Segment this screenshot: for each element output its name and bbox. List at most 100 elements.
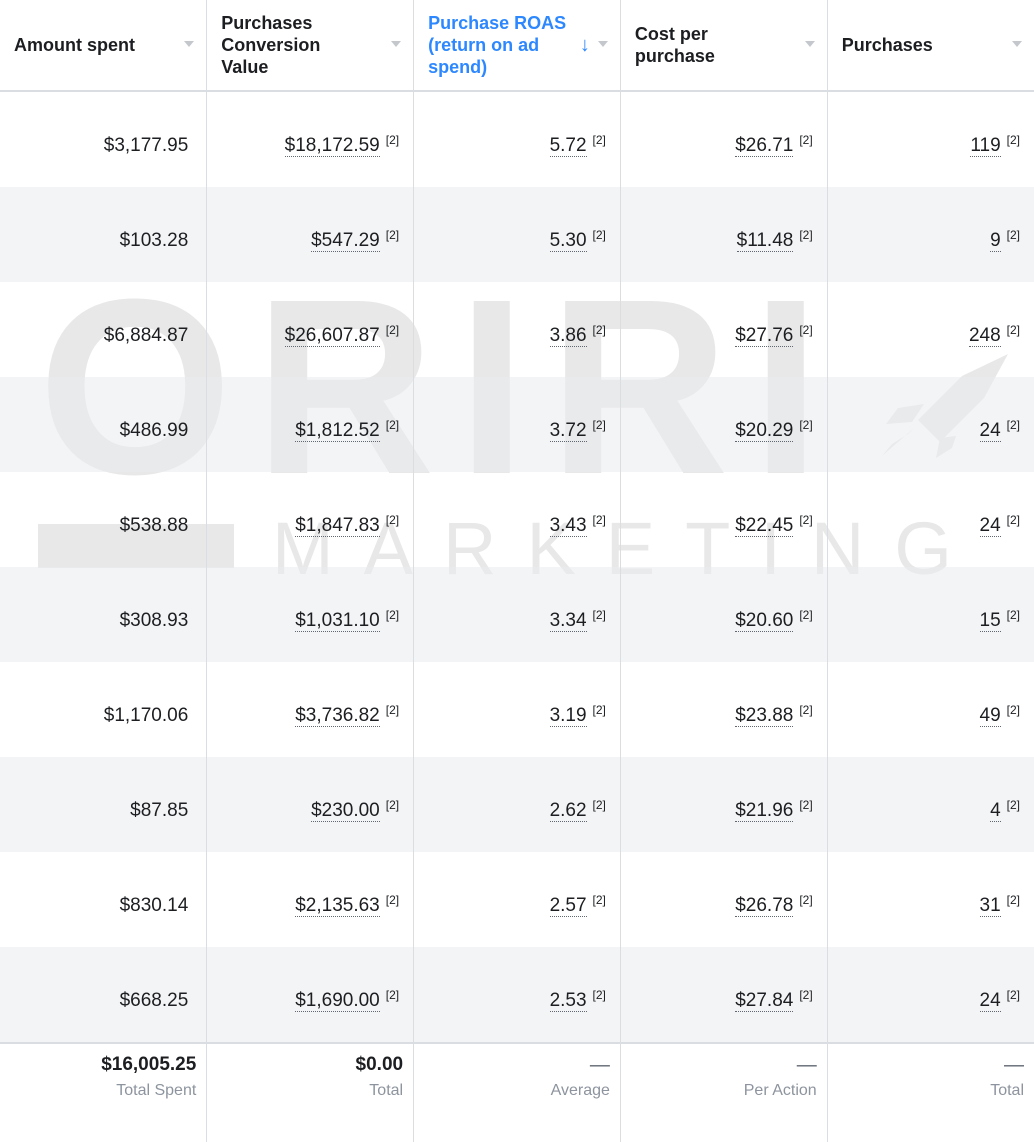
footnote-marker[interactable]: [2] (385, 797, 400, 812)
footnote-marker[interactable]: [2] (1006, 417, 1020, 432)
table-row: $830.14 $2,135.63 [2] 2.57 [2] $26.78 [2] 31 [2] (0, 852, 1034, 947)
column-header-roas[interactable]: Purchase ROAS (return on ad spend) ↓ (413, 0, 621, 92)
footnote-marker[interactable]: [2] (592, 322, 606, 337)
metric-link[interactable]: 2.62 (549, 800, 587, 822)
footnote-marker[interactable]: [2] (799, 987, 813, 1002)
footnote-marker[interactable]: [2] (385, 132, 400, 147)
footnote-marker[interactable]: [2] (1006, 892, 1020, 907)
footnote-marker[interactable]: [2] (1006, 607, 1020, 622)
metric-link[interactable]: 3.19 (549, 705, 587, 727)
footnote-marker[interactable]: [2] (592, 417, 606, 432)
column-header-purchases[interactable]: Purchases (827, 0, 1034, 92)
cell-roas: 3.43 [2] (413, 472, 621, 567)
footnote-marker[interactable]: [2] (592, 797, 606, 812)
cell-amount-spent: $87.85 (0, 757, 208, 852)
footnote-marker[interactable]: [2] (385, 892, 400, 907)
caret-down-icon[interactable] (1012, 41, 1022, 47)
arrow-down-icon[interactable]: ↓ (579, 34, 590, 56)
footnote-marker[interactable]: [2] (592, 702, 606, 717)
footnote-marker[interactable]: [2] (1006, 987, 1020, 1002)
footnote-marker[interactable]: [2] (385, 512, 400, 527)
table-row: $87.85 $230.00 [2] 2.62 [2] $21.96 [2] 4 [2] (0, 757, 1034, 852)
metric-link[interactable]: 24 (979, 420, 1001, 442)
footnote-marker[interactable]: [2] (1006, 227, 1020, 242)
metric-link[interactable]: $2,135.63 (295, 895, 380, 917)
footnote-marker[interactable]: [2] (592, 892, 606, 907)
metric-link[interactable]: 5.72 (549, 135, 587, 157)
metric-link[interactable]: 15 (979, 610, 1001, 632)
metric-link[interactable]: 3.34 (549, 610, 587, 632)
footnote-marker[interactable]: [2] (799, 607, 813, 622)
metric-link[interactable]: $27.84 (735, 990, 794, 1012)
footnote-marker[interactable]: [2] (385, 987, 400, 1002)
caret-down-icon[interactable] (391, 41, 402, 47)
metric-link[interactable]: $3,736.82 (295, 705, 380, 727)
metric-link[interactable]: 24 (979, 515, 1001, 537)
metric-link[interactable]: 248 (968, 325, 1001, 347)
metric-link[interactable]: 9 (990, 230, 1001, 252)
footnote-marker[interactable]: [2] (592, 132, 606, 147)
column-header-cost-per-purchase[interactable]: Cost per purchase (620, 0, 828, 92)
footnote-marker[interactable]: [2] (592, 987, 606, 1002)
footnote-marker[interactable]: [2] (799, 512, 813, 527)
column-header-amount-spent[interactable]: Amount spent (0, 0, 208, 92)
metric-link[interactable]: $27.76 (735, 325, 794, 347)
metric-link[interactable]: 49 (979, 705, 1001, 727)
footnote-marker[interactable]: [2] (1006, 512, 1020, 527)
metric-link[interactable]: 3.72 (549, 420, 587, 442)
total-value: $0.00 (355, 1054, 404, 1075)
cell-cost-per-purchase: $26.71 [2] (620, 91, 828, 187)
column-header-conversion-value[interactable]: Purchases Conversion Value (206, 0, 415, 92)
metric-link[interactable]: $18,172.59 (284, 135, 380, 157)
footnote-marker[interactable]: [2] (385, 702, 400, 717)
metric-link[interactable]: 3.43 (549, 515, 587, 537)
caret-down-icon[interactable] (184, 41, 195, 47)
metric-link[interactable]: $26.78 (735, 895, 794, 917)
footnote-marker[interactable]: [2] (385, 417, 400, 432)
metric-link[interactable]: $22.45 (735, 515, 794, 537)
metric-link[interactable]: $230.00 (311, 800, 380, 822)
footnote-marker[interactable]: [2] (385, 607, 400, 622)
metric-link[interactable]: 5.30 (549, 230, 587, 252)
caret-down-icon[interactable] (597, 41, 608, 47)
metric-link[interactable]: $1,812.52 (295, 420, 380, 442)
footnote-marker[interactable]: [2] (799, 702, 813, 717)
footnote-marker[interactable]: [2] (799, 322, 813, 337)
footnote-marker[interactable]: [2] (799, 227, 813, 242)
footnote-marker[interactable]: [2] (1006, 322, 1020, 337)
caret-down-icon[interactable] (804, 41, 815, 47)
metric-link[interactable]: 2.53 (549, 990, 587, 1012)
footnote-marker[interactable]: [2] (1006, 702, 1020, 717)
footnote-marker[interactable]: [2] (1006, 797, 1020, 812)
metric-link[interactable]: $23.88 (735, 705, 794, 727)
metric-link[interactable]: 2.57 (549, 895, 587, 917)
metric-link[interactable]: $26,607.87 (284, 325, 380, 347)
footnote-marker[interactable]: [2] (1006, 132, 1020, 147)
metric-link[interactable]: 3.86 (549, 325, 587, 347)
footnote-marker[interactable]: [2] (799, 132, 813, 147)
metric-link[interactable]: $20.60 (735, 610, 794, 632)
footnote-marker[interactable]: [2] (592, 227, 606, 242)
metric-link[interactable]: $547.29 (311, 230, 380, 252)
footnote-marker[interactable]: [2] (592, 512, 606, 527)
footnote-marker[interactable]: [2] (592, 607, 606, 622)
total-value: $16,005.25 (101, 1054, 197, 1075)
metric-link[interactable]: $1,690.00 (295, 990, 380, 1012)
metric-link[interactable]: $26.71 (735, 135, 794, 157)
footnote-marker[interactable]: [2] (799, 797, 813, 812)
footnote-marker[interactable]: [2] (799, 892, 813, 907)
metric-link[interactable]: 119 (970, 135, 1001, 157)
metric-link[interactable]: 31 (979, 895, 1001, 917)
footnote-marker[interactable]: [2] (385, 322, 400, 337)
metric-link[interactable]: 4 (990, 800, 1001, 822)
metric-link[interactable]: $1,031.10 (295, 610, 380, 632)
footnote-marker[interactable]: [2] (799, 417, 813, 432)
total-amount-spent: $16,005.25 Total Spent (0, 1042, 208, 1142)
metric-link[interactable]: 24 (979, 990, 1001, 1012)
metric-link[interactable]: $1,847.83 (295, 515, 380, 537)
metric-link[interactable]: $11.48 (736, 230, 794, 252)
cell-roas: 2.62 [2] (413, 757, 621, 852)
metric-link[interactable]: $21.96 (735, 800, 794, 822)
footnote-marker[interactable]: [2] (385, 227, 400, 242)
metric-link[interactable]: $20.29 (735, 420, 794, 442)
